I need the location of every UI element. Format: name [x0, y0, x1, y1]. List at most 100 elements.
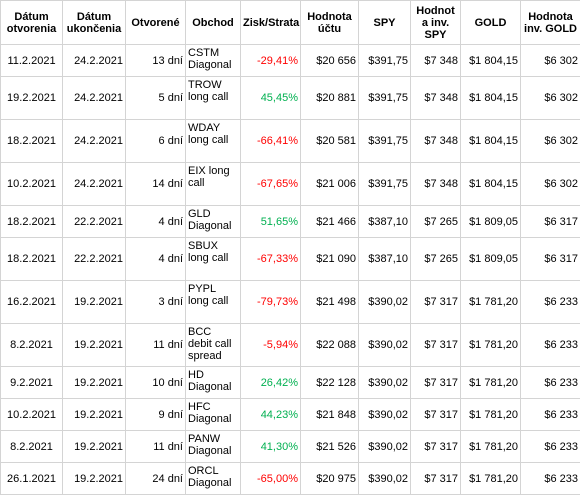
table-cell: $387,10: [359, 238, 411, 281]
table-cell: 3 dní: [126, 281, 186, 324]
table-cell: $20 581: [301, 120, 359, 163]
table-cell: -79,73%: [241, 281, 301, 324]
table-cell: $7 265: [411, 206, 461, 238]
table-cell: PANW Diagonal: [186, 431, 241, 463]
table-cell: $390,02: [359, 431, 411, 463]
table-cell: $7 317: [411, 431, 461, 463]
table-cell: $7 348: [411, 120, 461, 163]
column-header: Hodnota účtu: [301, 1, 359, 45]
column-header: Zisk/Strata: [241, 1, 301, 45]
table-cell: 45,45%: [241, 77, 301, 120]
table-cell: $1 781,20: [461, 463, 521, 495]
table-cell: 9.2.2021: [1, 367, 63, 399]
table-cell: $6 302: [521, 120, 580, 163]
table-cell: $1 804,15: [461, 120, 521, 163]
table-cell: $6 302: [521, 163, 580, 206]
table-cell: 10.2.2021: [1, 163, 63, 206]
table-cell: $20 656: [301, 45, 359, 77]
table-cell: $20 975: [301, 463, 359, 495]
table-cell: 26.1.2021: [1, 463, 63, 495]
table-cell: 26,42%: [241, 367, 301, 399]
table-cell: 22.2.2021: [63, 206, 126, 238]
table-cell: $7 317: [411, 367, 461, 399]
table-cell: -5,94%: [241, 324, 301, 367]
table-cell: $7 265: [411, 238, 461, 281]
table-cell: $22 128: [301, 367, 359, 399]
table-cell: 19.2.2021: [63, 431, 126, 463]
table-cell: PYPL long call: [186, 281, 241, 324]
table-cell: $1 804,15: [461, 77, 521, 120]
table-cell: $1 781,20: [461, 324, 521, 367]
table-cell: $6 302: [521, 77, 580, 120]
table-cell: 18.2.2021: [1, 206, 63, 238]
table-cell: 24.2.2021: [63, 163, 126, 206]
table-cell: $7 348: [411, 45, 461, 77]
table-cell: 19.2.2021: [63, 367, 126, 399]
table-cell: -67,33%: [241, 238, 301, 281]
table-cell: 19.2.2021: [63, 463, 126, 495]
table-cell: $7 317: [411, 281, 461, 324]
table-cell: $1 809,05: [461, 206, 521, 238]
table-cell: -65,00%: [241, 463, 301, 495]
table-cell: TROW long call: [186, 77, 241, 120]
table-cell: $6 317: [521, 238, 580, 281]
table-cell: 6 dní: [126, 120, 186, 163]
table-cell: 11 dní: [126, 324, 186, 367]
table-cell: $391,75: [359, 163, 411, 206]
table-cell: 18.2.2021: [1, 120, 63, 163]
table-cell: $390,02: [359, 463, 411, 495]
column-header: Hodnot a inv. SPY: [411, 1, 461, 45]
table-cell: -29,41%: [241, 45, 301, 77]
table-cell: $1 781,20: [461, 367, 521, 399]
table-cell: 41,30%: [241, 431, 301, 463]
table-cell: SBUX long call: [186, 238, 241, 281]
table-cell: $21 090: [301, 238, 359, 281]
table-cell: 4 dní: [126, 206, 186, 238]
table-cell: $1 804,15: [461, 163, 521, 206]
table-cell: $7 348: [411, 77, 461, 120]
table-cell: -67,65%: [241, 163, 301, 206]
table-cell: -66,41%: [241, 120, 301, 163]
table-cell: 24 dní: [126, 463, 186, 495]
column-header: SPY: [359, 1, 411, 45]
table-cell: 13 dní: [126, 45, 186, 77]
table-cell: CSTM Diagonal: [186, 45, 241, 77]
table-cell: EIX long call: [186, 163, 241, 206]
table-cell: WDAY long call: [186, 120, 241, 163]
column-header: Obchod: [186, 1, 241, 45]
table-cell: 10 dní: [126, 367, 186, 399]
column-header: Dátum ukončenia: [63, 1, 126, 45]
table-cell: $1 804,15: [461, 45, 521, 77]
table-cell: $20 881: [301, 77, 359, 120]
table-cell: GLD Diagonal: [186, 206, 241, 238]
table-cell: ORCL Diagonal: [186, 463, 241, 495]
table-cell: BCC debit call spread: [186, 324, 241, 367]
table-cell: $21 006: [301, 163, 359, 206]
table-cell: 51,65%: [241, 206, 301, 238]
table-cell: $391,75: [359, 77, 411, 120]
table-cell: 18.2.2021: [1, 238, 63, 281]
table-cell: $6 233: [521, 367, 580, 399]
table-cell: HD Diagonal: [186, 367, 241, 399]
table-cell: $387,10: [359, 206, 411, 238]
table-cell: 16.2.2021: [1, 281, 63, 324]
table-cell: 24.2.2021: [63, 77, 126, 120]
table-cell: 8.2.2021: [1, 431, 63, 463]
table-cell: 11.2.2021: [1, 45, 63, 77]
table-cell: $6 233: [521, 463, 580, 495]
table-cell: $6 317: [521, 206, 580, 238]
table-cell: 8.2.2021: [1, 324, 63, 367]
table-cell: 14 dní: [126, 163, 186, 206]
table-cell: $391,75: [359, 120, 411, 163]
table-cell: $7 317: [411, 324, 461, 367]
